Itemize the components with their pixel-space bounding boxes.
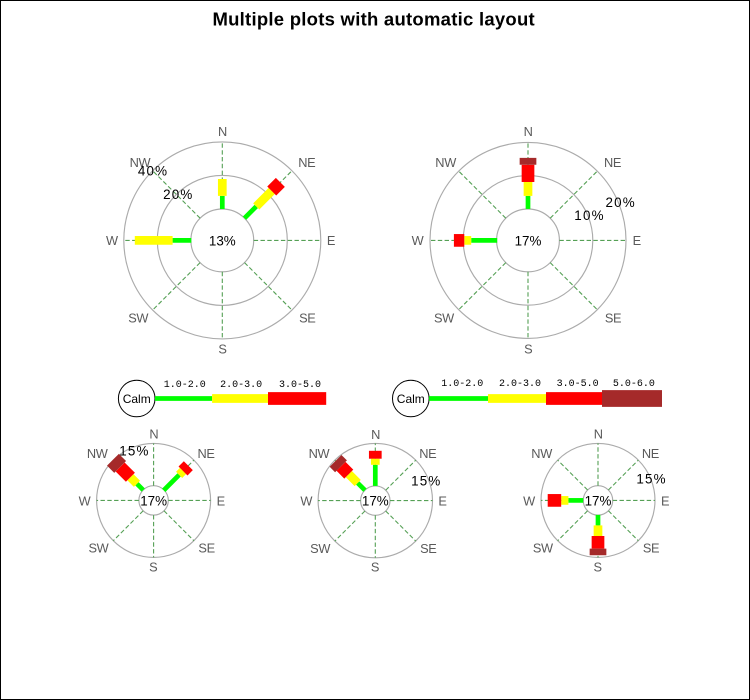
svg-text:5.0-6.0: 5.0-6.0 xyxy=(613,379,655,390)
svg-text:NW: NW xyxy=(309,446,331,461)
svg-text:Calm: Calm xyxy=(397,392,425,406)
svg-text:2.0-3.0: 2.0-3.0 xyxy=(220,380,262,391)
svg-text:S: S xyxy=(218,341,226,356)
svg-text:E: E xyxy=(327,233,335,248)
svg-text:SW: SW xyxy=(533,541,554,556)
svg-text:NW: NW xyxy=(130,155,152,170)
svg-text:S: S xyxy=(594,559,602,574)
svg-text:N: N xyxy=(149,427,158,442)
svg-text:15%: 15% xyxy=(411,474,441,489)
svg-text:N: N xyxy=(218,124,227,139)
svg-text:SW: SW xyxy=(128,310,149,325)
svg-text:20%: 20% xyxy=(605,195,635,210)
svg-text:10%: 10% xyxy=(574,208,604,223)
svg-text:S: S xyxy=(149,559,157,574)
svg-text:3.0-5.0: 3.0-5.0 xyxy=(557,379,599,390)
svg-text:SE: SE xyxy=(299,310,315,325)
svg-text:SE: SE xyxy=(420,541,436,556)
svg-text:SE: SE xyxy=(198,541,214,556)
svg-text:15%: 15% xyxy=(119,443,149,458)
svg-text:40%: 40% xyxy=(138,163,168,178)
svg-text:NW: NW xyxy=(87,446,109,461)
svg-text:NE: NE xyxy=(419,446,436,461)
svg-text:3.0-5.0: 3.0-5.0 xyxy=(279,380,321,391)
svg-text:W: W xyxy=(106,233,119,248)
svg-text:2.0-3.0: 2.0-3.0 xyxy=(499,379,541,390)
svg-text:Multiple plots with automatic: Multiple plots with automatic layout xyxy=(212,9,534,30)
svg-text:SE: SE xyxy=(643,541,659,556)
svg-text:E: E xyxy=(633,233,641,248)
svg-text:NE: NE xyxy=(604,155,621,170)
svg-text:E: E xyxy=(217,493,225,508)
svg-text:W: W xyxy=(412,233,425,248)
svg-text:NW: NW xyxy=(531,446,553,461)
svg-text:E: E xyxy=(661,493,669,508)
svg-text:SW: SW xyxy=(434,310,455,325)
svg-text:Calm: Calm xyxy=(123,392,151,406)
svg-text:SW: SW xyxy=(88,541,109,556)
svg-text:N: N xyxy=(524,124,533,139)
svg-text:W: W xyxy=(523,493,536,508)
svg-text:W: W xyxy=(300,494,313,509)
svg-text:SE: SE xyxy=(605,310,621,325)
svg-text:E: E xyxy=(438,494,446,509)
svg-text:NE: NE xyxy=(642,446,659,461)
svg-text:1.0-2.0: 1.0-2.0 xyxy=(441,379,483,390)
svg-text:N: N xyxy=(371,427,380,442)
svg-text:17%: 17% xyxy=(140,493,167,508)
svg-text:NE: NE xyxy=(298,155,315,170)
svg-text:NE: NE xyxy=(197,446,214,461)
svg-text:17%: 17% xyxy=(362,493,389,508)
svg-text:NW: NW xyxy=(435,155,457,170)
svg-text:W: W xyxy=(79,493,92,508)
svg-text:17%: 17% xyxy=(515,233,542,248)
svg-text:S: S xyxy=(371,560,379,575)
svg-text:N: N xyxy=(594,427,603,442)
svg-text:20%: 20% xyxy=(163,187,193,202)
svg-text:13%: 13% xyxy=(209,233,236,248)
svg-text:17%: 17% xyxy=(585,493,612,508)
svg-text:1.0-2.0: 1.0-2.0 xyxy=(164,380,206,391)
svg-text:15%: 15% xyxy=(636,471,666,486)
svg-text:SW: SW xyxy=(310,541,331,556)
svg-text:S: S xyxy=(524,341,532,356)
